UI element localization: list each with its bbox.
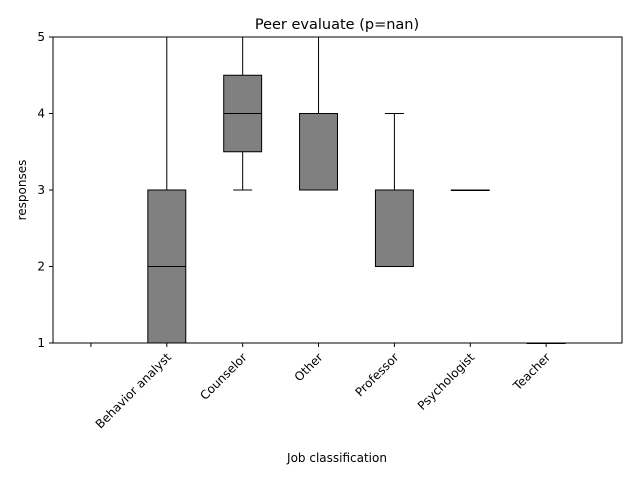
box-group xyxy=(299,36,339,191)
y-axis-label: responses xyxy=(15,160,29,221)
y-tick-label: 1 xyxy=(37,336,45,350)
box-iqr xyxy=(299,113,339,191)
y-tick-label: 4 xyxy=(37,107,45,121)
box-iqr xyxy=(374,189,414,267)
y-tick-label: 5 xyxy=(37,30,45,44)
y-tick-label: 3 xyxy=(37,183,45,197)
chart-title: Peer evaluate (p=nan) xyxy=(255,17,419,33)
box-group xyxy=(147,36,187,344)
box-group xyxy=(450,189,490,191)
box-group xyxy=(374,113,414,267)
y-tick-label: 2 xyxy=(37,260,45,274)
box-group xyxy=(223,36,263,191)
x-axis-label: Job classification xyxy=(286,451,387,465)
